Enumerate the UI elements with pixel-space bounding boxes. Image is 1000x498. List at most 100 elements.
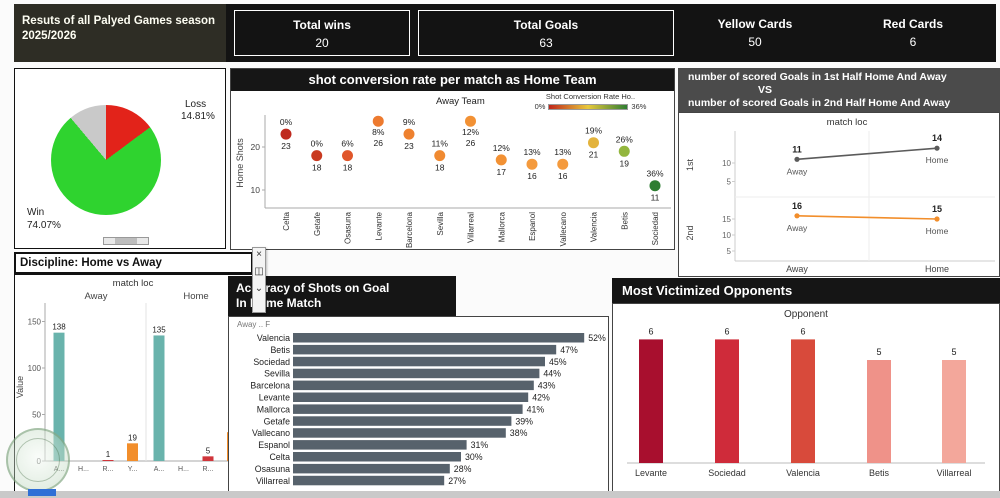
accuracy-bar[interactable] <box>293 404 523 414</box>
opponent-bar[interactable] <box>715 339 739 463</box>
halves-line-chart: match loc 1st 5 10 11 Away 14 Home 2nd 5 10 15 16 Awa… <box>685 117 995 274</box>
bar[interactable] <box>153 335 165 461</box>
accuracy-bar[interactable] <box>293 440 467 450</box>
accuracy-bar[interactable] <box>293 392 529 403</box>
bar-value-label: 28% <box>454 464 472 474</box>
accuracy-bar[interactable] <box>293 368 540 379</box>
conversion-dot[interactable] <box>465 115 476 127</box>
bar-value-label: 45% <box>549 357 567 367</box>
accuracy-bar[interactable] <box>293 380 534 391</box>
scrollbar-handle[interactable] <box>115 238 137 244</box>
legend-max-label: 36% <box>631 102 647 111</box>
accuracy-bar[interactable] <box>293 333 585 343</box>
window-icon[interactable]: ◫ <box>254 266 264 277</box>
point-location-label: Home <box>926 226 949 236</box>
y-tick-label: 5 <box>727 247 732 256</box>
bar[interactable] <box>53 332 65 461</box>
conversion-dot[interactable] <box>280 128 292 140</box>
conversion-dot[interactable] <box>649 180 661 192</box>
results-pie-panel: Loss 14.81% Win 74.07% <box>14 68 226 249</box>
kpi-total-goals-value: 63 <box>539 36 553 50</box>
halves-header: number of scored Goals in 1st Half Home … <box>678 68 1000 112</box>
column-header: Opponent <box>784 309 828 320</box>
opponent-bar[interactable] <box>791 339 815 463</box>
bar[interactable] <box>127 443 138 461</box>
point-location-label: Away <box>787 166 808 176</box>
conversion-dot[interactable] <box>495 154 507 166</box>
accuracy-bar[interactable] <box>293 428 506 438</box>
caret-down-icon[interactable]: ⌄ <box>254 283 264 294</box>
scatter-legend-row: Away Team Shot Conversion Rate Ho.. 0% 3… <box>231 91 674 111</box>
kpi-total-wins-label: Total wins <box>293 18 351 32</box>
bar-value-label: 19 <box>128 433 137 442</box>
opponent-bar[interactable] <box>639 339 663 463</box>
conversion-dot[interactable] <box>372 115 384 127</box>
victims-bar-chart: Opponent 6 Levante 6 Sociedad 6 Valencia 5 Betis… <box>627 309 985 478</box>
bar-value-label: 138 <box>52 323 66 332</box>
accuracy-bar[interactable] <box>293 452 461 462</box>
halves-header-line2: number of scored Goals in 2nd Half Home … <box>688 97 951 109</box>
shot-conversion-panel: shot conversion rate per match as Home T… <box>230 68 675 250</box>
y-tick-label: 20 <box>251 142 261 152</box>
y-tick-label: 10 <box>722 231 731 240</box>
accuracy-bar[interactable] <box>293 416 512 426</box>
bar-value-label: 43% <box>538 381 556 391</box>
team-tick-label: Barcelona <box>405 211 414 248</box>
shots-label: 18 <box>343 163 353 173</box>
conversion-dot[interactable] <box>311 150 323 162</box>
accuracy-title-line2: In Home Match <box>236 296 322 310</box>
horizontal-scrollbar[interactable] <box>103 237 149 245</box>
rate-label: 0% <box>311 139 324 149</box>
conversion-dot[interactable] <box>526 158 538 170</box>
halves-header-vs: VS <box>758 84 773 96</box>
kpi-strip: Total wins 20 Total Goals 63 Yellow Card… <box>226 4 996 62</box>
team-label: Osasuna <box>255 464 290 474</box>
team-label: Espanol <box>258 440 290 450</box>
accuracy-bar[interactable] <box>293 463 450 474</box>
x-tick-label: Sociedad <box>708 468 746 478</box>
accuracy-bar[interactable] <box>293 356 545 367</box>
close-icon[interactable]: × <box>256 249 262 260</box>
shots-label: 16 <box>558 171 568 181</box>
conversion-dot[interactable] <box>557 158 569 170</box>
bar-value-label: 5 <box>951 347 956 357</box>
bar[interactable] <box>102 460 114 461</box>
bar[interactable] <box>202 456 214 461</box>
conversion-dot[interactable] <box>342 150 353 162</box>
data-point[interactable] <box>934 145 940 151</box>
conversion-dot[interactable] <box>403 128 415 140</box>
kpi-total-wins: Total wins 20 <box>234 10 410 56</box>
team-label: Villarreal <box>256 476 290 486</box>
accuracy-bar[interactable] <box>293 344 557 355</box>
rate-label: 13% <box>554 147 571 157</box>
team-label: Betis <box>270 345 290 355</box>
shots-label: 11 <box>651 193 660 203</box>
season-title-panel: Resuts of all Palyed Games season 2025/2… <box>14 4 226 62</box>
data-point[interactable] <box>934 216 940 222</box>
bar-value-label: 52% <box>588 333 606 343</box>
data-point[interactable] <box>794 156 800 162</box>
pie-loss-percent: 14.81% <box>181 111 215 122</box>
legend-gradient-title: Shot Conversion Rate Ho.. <box>545 92 636 101</box>
team-tick-label: Mallorca <box>497 211 506 242</box>
results-pie-chart[interactable] <box>51 105 161 215</box>
accuracy-bar[interactable] <box>293 475 445 486</box>
x-tick-label: Levante <box>635 468 667 478</box>
data-point[interactable] <box>794 213 800 219</box>
shots-label: 16 <box>527 171 537 181</box>
opponent-bar[interactable] <box>942 360 966 463</box>
value-label: 14 <box>932 133 942 143</box>
trend-line[interactable] <box>796 147 938 161</box>
team-tick-label: Espanol <box>528 212 537 241</box>
conversion-dot[interactable] <box>588 137 599 149</box>
conversion-dot[interactable] <box>434 150 446 162</box>
pie-loss-label: Loss <box>185 99 207 110</box>
team-label: Celta <box>269 452 290 462</box>
team-tick-label: Getafe <box>313 211 322 236</box>
trend-line[interactable] <box>796 215 938 220</box>
x-axis-label: Home <box>925 264 949 274</box>
conversion-dot[interactable] <box>618 145 630 157</box>
kpi-yellow-cards-value: 50 <box>748 35 762 49</box>
opponent-bar[interactable] <box>867 360 891 463</box>
season-title-line1: Resuts of all Palyed Games season <box>22 15 216 27</box>
